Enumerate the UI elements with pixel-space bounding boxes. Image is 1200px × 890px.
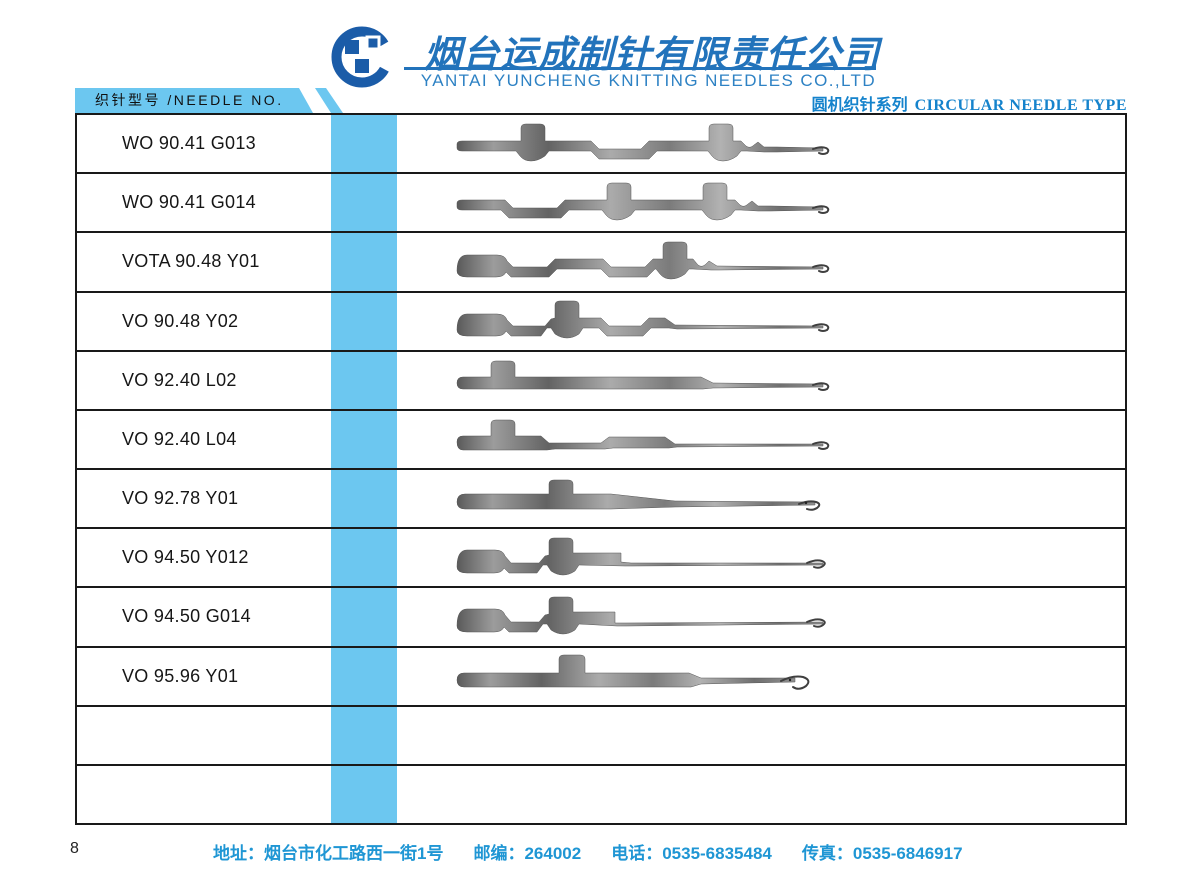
band-slash-decoration bbox=[315, 88, 343, 113]
company-name-en: YANTAI YUNCHENG KNITTING NEEDLES CO.,LTD bbox=[420, 71, 876, 90]
needle-no-label: 织针型号 /NEEDLE NO. bbox=[95, 92, 284, 108]
footer-contact: 地址：烟台市化工路西一街1号 邮编：264002 电话：0535-6835484… bbox=[213, 839, 963, 864]
model-label: VO 92.78 Y01 bbox=[122, 488, 239, 509]
footer-fax: 传真：0535-6846917 bbox=[801, 844, 963, 863]
series-title: 圆机织针系列 CIRCULAR NEEDLE TYPE bbox=[812, 91, 1127, 115]
needle-icon bbox=[445, 237, 855, 287]
table-row: VO 92.78 Y01 bbox=[77, 470, 1125, 530]
model-label: VOTA 90.48 Y01 bbox=[122, 251, 260, 272]
page-number: 8 bbox=[70, 840, 79, 857]
table-row: VO 92.40 L04 bbox=[77, 411, 1125, 471]
model-label: VO 95.96 Y01 bbox=[122, 665, 239, 686]
model-label: WO 90.41 G013 bbox=[122, 133, 256, 154]
company-name-cn: 烟台运成制针有限责任公司 bbox=[424, 35, 880, 76]
needle-icon bbox=[445, 592, 855, 642]
needle-icon bbox=[445, 474, 855, 524]
needle-icon bbox=[445, 533, 855, 583]
table-row: WO 90.41 G014 bbox=[77, 174, 1125, 234]
table-row: VO 92.40 L02 bbox=[77, 352, 1125, 411]
footer-zip: 邮编：264002 bbox=[473, 844, 582, 863]
model-label: VO 92.40 L04 bbox=[122, 428, 237, 449]
table-row: VO 90.48 Y02 bbox=[77, 293, 1125, 352]
model-label: VO 90.48 Y02 bbox=[122, 310, 239, 331]
table-row bbox=[77, 766, 1125, 823]
model-label: VO 94.50 Y012 bbox=[122, 547, 249, 568]
model-label: VO 94.50 G014 bbox=[122, 606, 251, 627]
needle-table: WO 90.41 G013 WO 90.41 G014 VOTA 90.48 Y01… bbox=[75, 113, 1127, 825]
table-row: VO 95.96 Y01 bbox=[77, 648, 1125, 707]
company-name-underline bbox=[404, 61, 876, 70]
series-title-cn: 圆机织针系列 bbox=[811, 97, 908, 114]
footer-address: 地址：烟台市化工路西一街1号 bbox=[213, 844, 444, 863]
table-row: VOTA 90.48 Y01 bbox=[77, 233, 1125, 293]
needle-no-band: 织针型号 /NEEDLE NO. bbox=[75, 88, 313, 113]
needle-icon bbox=[445, 119, 855, 169]
footer-phone: 电话：0535-6835484 bbox=[611, 844, 772, 863]
table-row bbox=[77, 707, 1125, 766]
table-row: WO 90.41 G013 bbox=[77, 115, 1125, 175]
company-logo-icon bbox=[331, 26, 393, 88]
model-label: VO 92.40 L02 bbox=[122, 369, 237, 390]
needle-icon bbox=[445, 651, 855, 701]
needle-icon bbox=[445, 414, 855, 464]
underline-tick bbox=[873, 61, 876, 67]
table-row: VO 94.50 G014 bbox=[77, 588, 1125, 648]
needle-icon bbox=[445, 355, 855, 405]
series-title-en: CIRCULAR NEEDLE TYPE bbox=[914, 97, 1127, 114]
needle-icon bbox=[445, 178, 855, 228]
table-row: VO 94.50 Y012 bbox=[77, 529, 1125, 589]
needle-icon bbox=[445, 296, 855, 346]
model-label: WO 90.41 G014 bbox=[122, 192, 256, 213]
